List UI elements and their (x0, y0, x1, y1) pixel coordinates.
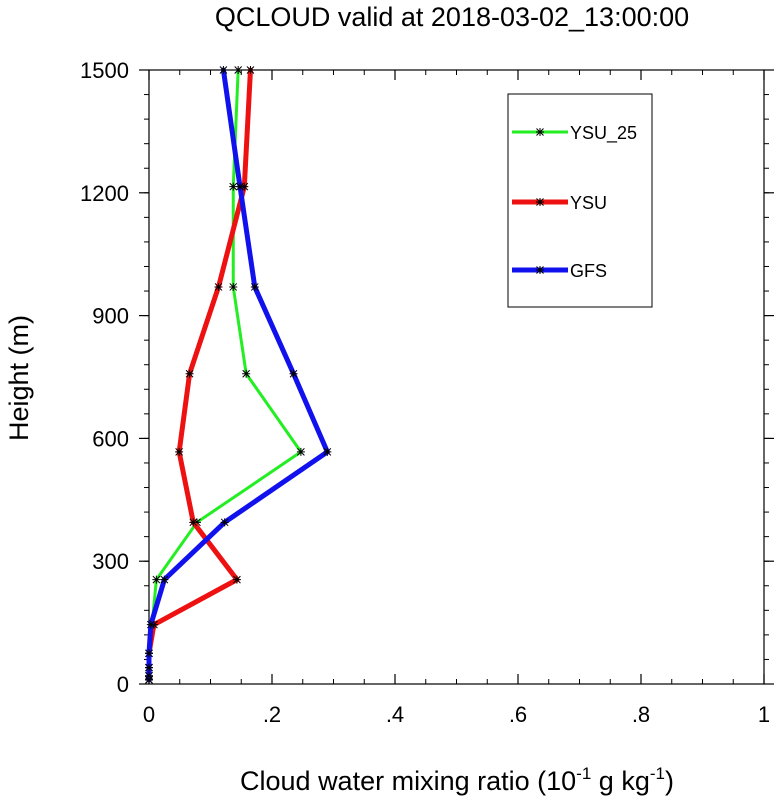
data-point-marker (219, 66, 228, 74)
legend-label: YSU_25 (570, 123, 637, 144)
x-tick-label: .2 (263, 702, 281, 727)
data-point-marker (189, 518, 198, 527)
chart-title: QCLOUD valid at 2018-03-02_13:00:00 (215, 2, 689, 32)
data-point-marker (250, 282, 259, 291)
data-point-marker (246, 66, 255, 74)
plot-frame (148, 69, 765, 685)
data-point-marker (289, 369, 298, 378)
y-tick-label: 1200 (80, 181, 129, 206)
data-point-marker (234, 66, 243, 74)
data-point-marker (323, 447, 332, 456)
data-point-marker (220, 518, 229, 527)
y-tick-label: 900 (92, 304, 129, 329)
series-lines (145, 66, 332, 684)
data-point-marker (152, 575, 161, 584)
data-point-marker (229, 182, 238, 191)
x-tick-label: 1 (758, 702, 770, 727)
series-gfs (145, 66, 332, 684)
data-point-marker (145, 649, 153, 658)
data-point-marker (236, 182, 245, 191)
data-point-marker (536, 266, 544, 274)
series-ysu_25 (145, 66, 305, 684)
series-line (146, 67, 330, 683)
y-axis-label: Height (m) (4, 315, 34, 441)
y-tick-label: 300 (92, 549, 129, 574)
data-point-marker (240, 182, 249, 191)
data-point-marker (536, 128, 544, 136)
data-point-marker (145, 675, 153, 684)
data-point-marker (175, 447, 184, 456)
x-tick-label: .4 (386, 702, 404, 727)
legend: YSU_25 YSU GFS (507, 93, 653, 308)
y-tick-label: 1500 (80, 58, 129, 83)
data-point-marker (229, 282, 238, 291)
data-point-marker (185, 369, 194, 378)
data-point-marker (146, 620, 155, 629)
legend-label: YSU (570, 193, 607, 213)
legend-label: GFS (570, 261, 607, 281)
data-point-marker (160, 575, 169, 584)
x-axis-label: Cloud water mixing ratio (10-1 g kg-1) (240, 764, 674, 796)
data-point-marker (242, 369, 251, 378)
axis-ticks: 0 .2 .4 .6 .8 1 0 300 600 900 1200 1500 (80, 58, 774, 727)
data-point-marker (145, 663, 153, 672)
plot-border (148, 69, 765, 685)
data-point-marker (145, 671, 153, 680)
y-tick-label: 600 (92, 426, 129, 451)
data-point-marker (232, 575, 241, 584)
x-tick-label: .8 (632, 702, 650, 727)
data-point-marker (214, 282, 223, 291)
data-point-marker (296, 447, 305, 456)
data-point-marker (536, 198, 544, 206)
y-tick-label: 0 (117, 672, 129, 697)
x-tick-label: 0 (143, 702, 155, 727)
x-tick-label: .6 (509, 702, 527, 727)
